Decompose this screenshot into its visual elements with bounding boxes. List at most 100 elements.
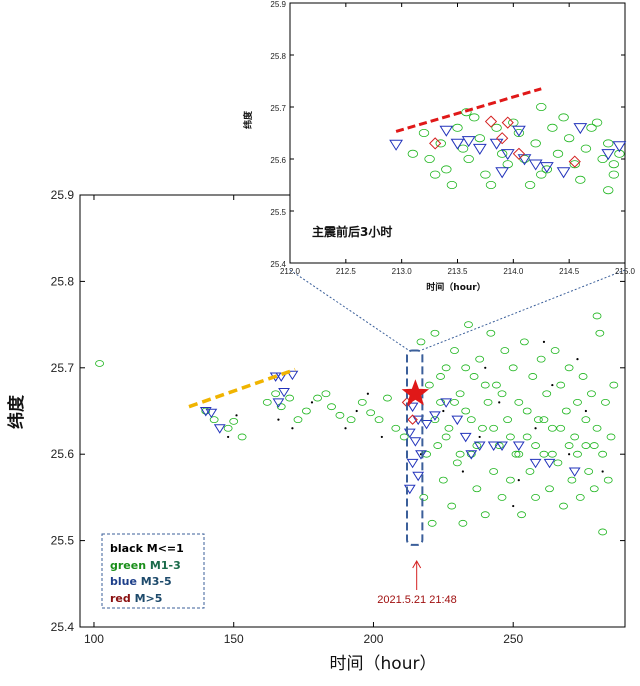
event-marker-blue (451, 415, 464, 426)
legend: black M<=1 green M1-3 blue M3-5 red M>5 (101, 533, 205, 609)
event-marker-green (603, 139, 614, 148)
event-marker-green (536, 355, 546, 363)
event-marker-blue (278, 387, 290, 398)
event-marker-green (506, 476, 515, 484)
event-marker-green (614, 149, 625, 158)
event-marker-green (301, 407, 311, 415)
event-marker-green (608, 160, 620, 169)
y-tick-label: 25.6 (270, 156, 286, 165)
event-marker-black (478, 435, 481, 439)
event-marker-black (534, 427, 537, 430)
event-marker-red (429, 137, 442, 150)
event-marker-green (491, 123, 502, 132)
inset-y-axis-title: 纬度 (242, 110, 254, 129)
event-marker-green (584, 468, 594, 475)
y-tick-label: 25.7 (270, 104, 286, 113)
event-marker-green (597, 154, 608, 163)
event-marker-green (321, 390, 331, 398)
event-marker-blue (450, 138, 465, 150)
event-marker-green (550, 347, 560, 354)
x-tick-label: 250 (503, 632, 523, 646)
main-x-axis-title: 时间（hour） (330, 654, 437, 674)
event-marker-green (587, 390, 596, 398)
event-marker-blue (440, 398, 453, 408)
event-marker-green (514, 450, 524, 458)
event-marker-green (95, 360, 104, 367)
event-marker-blue (528, 159, 543, 171)
legend-item-blue: blue M3-5 (110, 575, 172, 588)
event-marker-green (530, 139, 541, 148)
event-marker-green (542, 390, 552, 398)
event-marker-green (293, 416, 303, 424)
event-marker-blue (406, 458, 419, 469)
event-marker-black (517, 479, 520, 482)
event-marker-green (450, 347, 459, 354)
y-tick-label: 25.5 (270, 208, 286, 217)
event-marker-blue (568, 467, 581, 477)
event-marker-green (262, 398, 272, 406)
event-marker-green (580, 144, 592, 153)
event-marker-green (472, 485, 482, 493)
event-marker-black (601, 470, 604, 473)
x-tick-label: 213.0 (392, 267, 413, 276)
event-marker-blue (512, 441, 525, 452)
event-marker-black (277, 418, 280, 421)
x-tick-label: 213.5 (447, 267, 468, 276)
event-marker-green (570, 433, 580, 441)
event-marker-green (581, 416, 591, 424)
event-marker-black (291, 427, 294, 430)
y-tick-label: 25.6 (51, 447, 75, 461)
event-marker-green (383, 394, 392, 402)
event-marker-green (589, 442, 599, 449)
event-marker-green (427, 519, 437, 527)
event-marker-black (344, 427, 347, 430)
event-marker-green (533, 416, 543, 424)
y-tick-label: 25.9 (51, 188, 75, 202)
event-marker-blue (429, 411, 441, 421)
event-marker-blue (473, 441, 486, 452)
inset-trend-line (395, 87, 542, 133)
event-marker-green (464, 321, 473, 329)
legend-box (101, 533, 205, 609)
inset-x-ticks: 212.0 212.5 213.0 213.5 214.0 214.5 215.0 (280, 3, 636, 276)
event-marker-green (485, 180, 497, 189)
event-marker-green (469, 373, 479, 380)
annotation-arrowhead (412, 559, 422, 569)
event-marker-green (492, 381, 501, 389)
main-trend-line (188, 367, 296, 409)
event-marker-blue (459, 432, 472, 443)
event-marker-green (575, 493, 585, 501)
event-marker-blue (412, 415, 425, 426)
event-marker-green (399, 433, 409, 441)
event-marker-blue (500, 149, 515, 161)
event-marker-blue (489, 138, 504, 150)
x-tick-label: 100 (84, 632, 104, 646)
event-marker-red (501, 116, 514, 129)
event-marker-green (447, 502, 457, 510)
event-marker-green (564, 364, 574, 372)
inset-y-ticks: 25.4 25.5 25.6 25.7 25.8 25.9 (270, 0, 625, 269)
event-marker-green (313, 394, 322, 402)
event-marker-green (444, 424, 454, 432)
event-marker-green (480, 381, 490, 389)
event-marker-black (512, 504, 515, 508)
event-marker-black (227, 435, 230, 439)
event-marker-green (418, 128, 430, 137)
event-marker-green (511, 450, 521, 458)
event-marker-green (536, 170, 547, 179)
event-marker-green (441, 433, 451, 441)
event-marker-green (441, 165, 452, 174)
zoom-connector-right (420, 269, 626, 351)
event-marker-green (531, 493, 540, 501)
event-marker-green (436, 398, 445, 406)
event-marker-green (209, 416, 219, 424)
event-marker-green (539, 416, 549, 424)
event-marker-green (552, 149, 564, 158)
event-marker-green (416, 338, 426, 346)
event-marker-green (391, 424, 401, 432)
event-marker-green (483, 398, 493, 406)
event-marker-green (327, 403, 336, 411)
event-marker-red (568, 155, 581, 168)
event-marker-green (553, 459, 563, 467)
event-marker-green (556, 424, 566, 432)
